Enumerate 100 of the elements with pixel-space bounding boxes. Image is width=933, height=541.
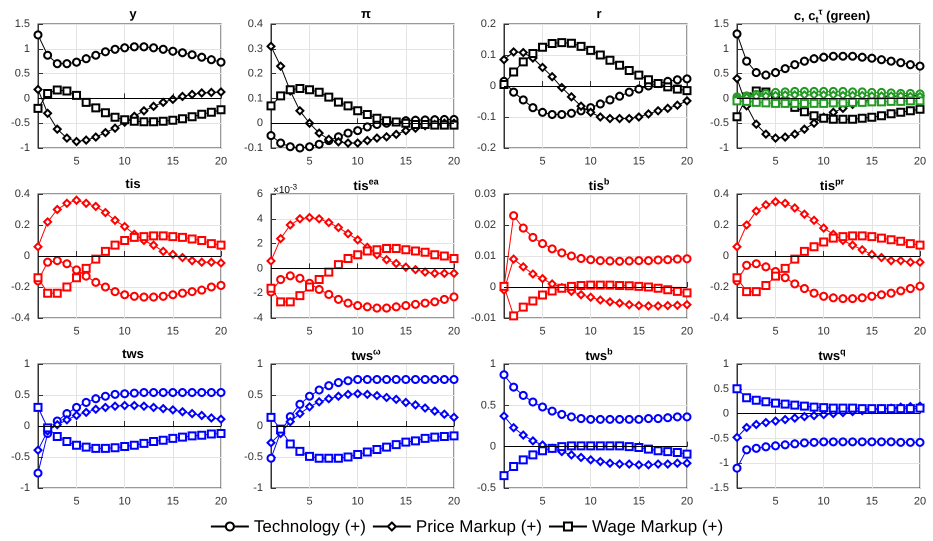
x-tick-label: 10 <box>352 156 364 168</box>
y-tick-label: 0.2 <box>714 219 729 231</box>
legend-label: Technology (+) <box>254 517 366 536</box>
x-tick-label: 5 <box>539 326 546 338</box>
y-tick-label: 0.1 <box>480 49 496 61</box>
y-tick-label: -0.5 <box>11 117 30 130</box>
y-tick-label: 0 <box>256 262 263 274</box>
x-tick-label: 20 <box>448 156 460 168</box>
x-tick-label: 10 <box>818 156 830 168</box>
chart-title: π <box>361 6 372 21</box>
y-tick-label: -1 <box>253 482 263 494</box>
y-tick-label: 0 <box>490 440 496 453</box>
x-tick-label: 5 <box>772 326 779 338</box>
x-tick-label: 20 <box>680 496 694 508</box>
y-tick-label: 1.5 <box>14 18 30 30</box>
y-tick-label: 1.5 <box>714 18 729 30</box>
y-tick-label: 0 <box>24 250 30 262</box>
y-tick-label: 0.5 <box>14 389 30 401</box>
y-tick-label: -0.5 <box>11 451 30 463</box>
x-tick-label: 20 <box>448 326 460 338</box>
x-tick-label: 10 <box>352 496 364 508</box>
y-tick-label: -1 <box>719 457 729 470</box>
y-tick-label: 0 <box>490 281 496 293</box>
x-tick-label: 5 <box>73 496 80 508</box>
y-tick-label: 0 <box>256 117 263 130</box>
x-tick-label: 5 <box>73 156 80 168</box>
y-tick-label: 0 <box>24 92 30 104</box>
x-tick-label: 15 <box>866 326 878 338</box>
y-tick-label: -0.5 <box>710 117 729 130</box>
y-tick-label: 0.5 <box>714 382 729 395</box>
x-tick-label: 15 <box>166 496 179 508</box>
y-tick-label: 0.4 <box>714 188 729 200</box>
x-tick-label: 10 <box>352 326 364 338</box>
y-tick-label: 1 <box>722 42 729 55</box>
y-tick-label: 0.5 <box>14 68 30 80</box>
x-tick-label: 10 <box>584 156 597 168</box>
chart-title: tis <box>125 176 141 191</box>
y-tick-label: 0.4 <box>248 18 263 30</box>
y-tick-label: -1.5 <box>710 482 729 494</box>
y-tick-label: 0 <box>490 80 496 92</box>
y-tick-label: 0.03 <box>474 188 496 200</box>
x-tick-label: 5 <box>772 156 779 168</box>
x-tick-label: 5 <box>73 326 80 338</box>
x-tick-label: 5 <box>539 156 546 168</box>
x-tick-label: 10 <box>118 156 131 168</box>
x-tick-label: 20 <box>914 156 926 168</box>
x-tick-label: 15 <box>866 156 878 168</box>
x-tick-label: 5 <box>306 156 313 168</box>
x-tick-label: 15 <box>166 156 179 168</box>
x-tick-label: 5 <box>306 326 313 338</box>
x-tick-label: 15 <box>632 156 645 168</box>
y-tick-label: -0.5 <box>244 451 263 463</box>
x-tick-label: 10 <box>818 326 830 338</box>
y-tick-label: -0.2 <box>710 281 729 293</box>
legend-label: Price Markup (+) <box>416 517 542 536</box>
x-tick-label: 10 <box>118 496 131 508</box>
y-tick-label: 0 <box>722 250 729 262</box>
x-tick-label: 20 <box>448 496 460 508</box>
x-tick-label: 20 <box>214 156 228 168</box>
y-tick-label: 0 <box>722 92 729 104</box>
x-tick-label: 20 <box>214 496 228 508</box>
y-tick-label: -0.1 <box>477 111 496 123</box>
y-tick-label: -4 <box>253 312 263 324</box>
chart-title: r <box>596 6 602 21</box>
x-tick-label: 15 <box>166 326 179 338</box>
y-tick-label: 6 <box>256 188 263 200</box>
y-tick-label: -0.4 <box>710 312 729 324</box>
y-tick-label: 0.02 <box>474 219 496 231</box>
y-tick-label: -1 <box>20 482 30 494</box>
y-tick-label: -1 <box>20 142 30 154</box>
y-tick-label: -0.5 <box>710 432 729 444</box>
y-tick-label: -0.4 <box>11 312 30 324</box>
x-tick-label: 15 <box>632 496 645 508</box>
y-tick-label: -0.2 <box>477 142 496 154</box>
x-tick-label: 20 <box>914 496 926 508</box>
y-tick-label: 1 <box>722 358 729 370</box>
y-tick-label: -0.1 <box>244 142 263 154</box>
x-tick-label: 20 <box>214 326 228 338</box>
x-tick-label: 15 <box>400 326 412 338</box>
x-tick-label: 20 <box>680 156 694 168</box>
x-tick-label: 10 <box>118 326 131 338</box>
y-tick-label: 0.1 <box>248 92 263 104</box>
y-tick-label: 1 <box>24 42 30 55</box>
y-tick-label: 0 <box>256 420 263 432</box>
x-tick-label: 15 <box>866 496 878 508</box>
y-tick-label: 0.5 <box>480 399 496 412</box>
x-tick-label: 10 <box>584 496 597 508</box>
y-tick-label: 0 <box>24 420 30 432</box>
y-tick-label: -0.01 <box>470 312 496 324</box>
x-tick-label: 15 <box>400 496 412 508</box>
x-tick-label: 5 <box>772 496 779 508</box>
y-tick-label: 0.2 <box>248 68 263 80</box>
y-tick-label: 0.5 <box>714 68 729 80</box>
x-tick-label: 10 <box>584 326 597 338</box>
x-tick-label: 5 <box>306 496 313 508</box>
y-tick-label: 1 <box>256 358 263 370</box>
y-tick-label: 0.4 <box>14 188 30 200</box>
x-tick-label: 15 <box>400 156 412 168</box>
y-tick-label: 0 <box>722 408 729 420</box>
chart-title: y <box>129 6 138 21</box>
